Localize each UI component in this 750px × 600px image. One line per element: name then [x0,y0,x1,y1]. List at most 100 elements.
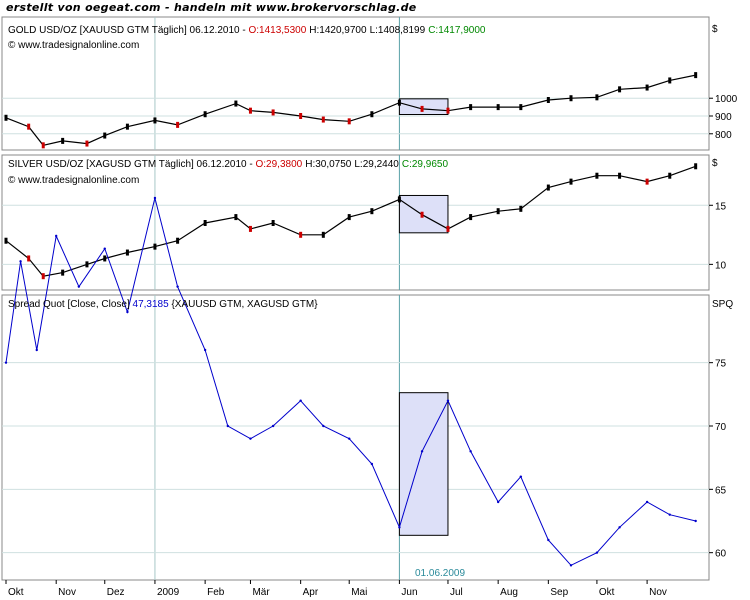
price-point [27,123,31,130]
spread-point [496,500,500,504]
y-tick-label: 800 [715,130,732,141]
y-tick-label: 60 [715,549,727,560]
price-point [370,208,374,215]
price-point [595,172,599,179]
spread-point [54,234,58,238]
price-point [420,105,424,112]
spread-point [299,399,302,402]
spread-point [348,437,351,440]
spread-panel-frame [1,294,710,581]
silver-unit-label: $ [712,158,718,169]
price-point [496,208,500,215]
price-point [103,255,107,262]
price-point [469,214,473,221]
price-point [397,196,401,203]
price-point [347,214,351,221]
spread-point [618,526,621,529]
price-point [694,72,698,79]
price-point [176,121,180,128]
silver-price-line [5,165,696,277]
spread-point [519,475,523,478]
price-point [234,214,238,221]
price-point [446,225,450,232]
spread-point [398,526,401,529]
spread-point [4,361,8,364]
x-tick-label: Jul [450,587,463,598]
x-tick-label: Dez [107,587,125,598]
silver-header: SILVER USD/OZ [XAGUSD GTM Täglich] 06.12… [8,159,448,170]
price-point [61,269,65,276]
credit-banner: erstellt von oegeat.com - handeln mit ww… [6,1,417,14]
price-point [496,104,500,111]
price-point [569,178,573,185]
price-point [85,261,89,268]
price-point [469,104,473,111]
x-tick-label: Sep [550,587,568,598]
y-tick-label: 65 [715,485,727,496]
spread-point [249,437,252,440]
price-point [519,205,523,212]
price-point [321,231,325,238]
y-tick-label: 70 [715,422,727,433]
spread-point [153,196,157,200]
spread-point [176,285,179,288]
spread-point [103,247,106,250]
y-tick-label: 15 [715,201,727,212]
price-point [645,84,649,91]
x-tick-label: Apr [303,587,319,598]
price-point [546,184,550,191]
spread-point [469,450,472,453]
spread-point [569,564,573,567]
price-point [397,99,401,106]
x-tick-label: Mai [351,587,367,598]
spread-point [203,348,207,352]
price-point [4,114,8,121]
spread-point [645,500,649,504]
x-tick-label: Okt [599,587,615,598]
x-tick-label: Jun [401,587,417,598]
spread-point [370,462,374,466]
x-tick-label: Feb [207,587,225,598]
price-point [694,163,698,170]
x-tick-label: Nov [649,587,667,598]
spread-point [126,310,129,314]
gold-price-line [5,74,696,146]
price-point [618,86,622,93]
price-point [595,94,599,101]
price-point [546,97,550,103]
price-point [271,109,275,116]
price-point [299,113,303,119]
price-point [203,220,207,226]
price-point [27,255,31,262]
price-point [271,220,275,226]
price-point [41,142,45,149]
x-tick-label: Okt [8,587,24,598]
gold-panel-frame [1,16,710,151]
price-point [153,117,157,124]
y-tick-label: 900 [715,112,732,123]
spread-point [595,551,599,554]
price-point [61,137,65,144]
x-tick-label: Mär [252,587,270,598]
price-point [370,111,374,118]
price-point [519,104,523,111]
spread-point [35,348,38,352]
spread-point [226,424,229,428]
spread-point [420,450,424,453]
price-point [321,116,325,123]
price-point [85,140,89,147]
price-point [41,273,45,280]
price-point [4,237,8,244]
y-tick-label: 1000 [715,94,738,105]
price-point [299,231,303,238]
spread-point [668,513,671,516]
x-tick-label: Nov [58,587,76,598]
price-point [248,107,252,114]
price-point [176,237,180,244]
spread-point [19,260,22,263]
price-point [668,77,672,84]
price-point [125,249,129,256]
price-point [347,118,351,125]
spread-point [547,538,550,542]
